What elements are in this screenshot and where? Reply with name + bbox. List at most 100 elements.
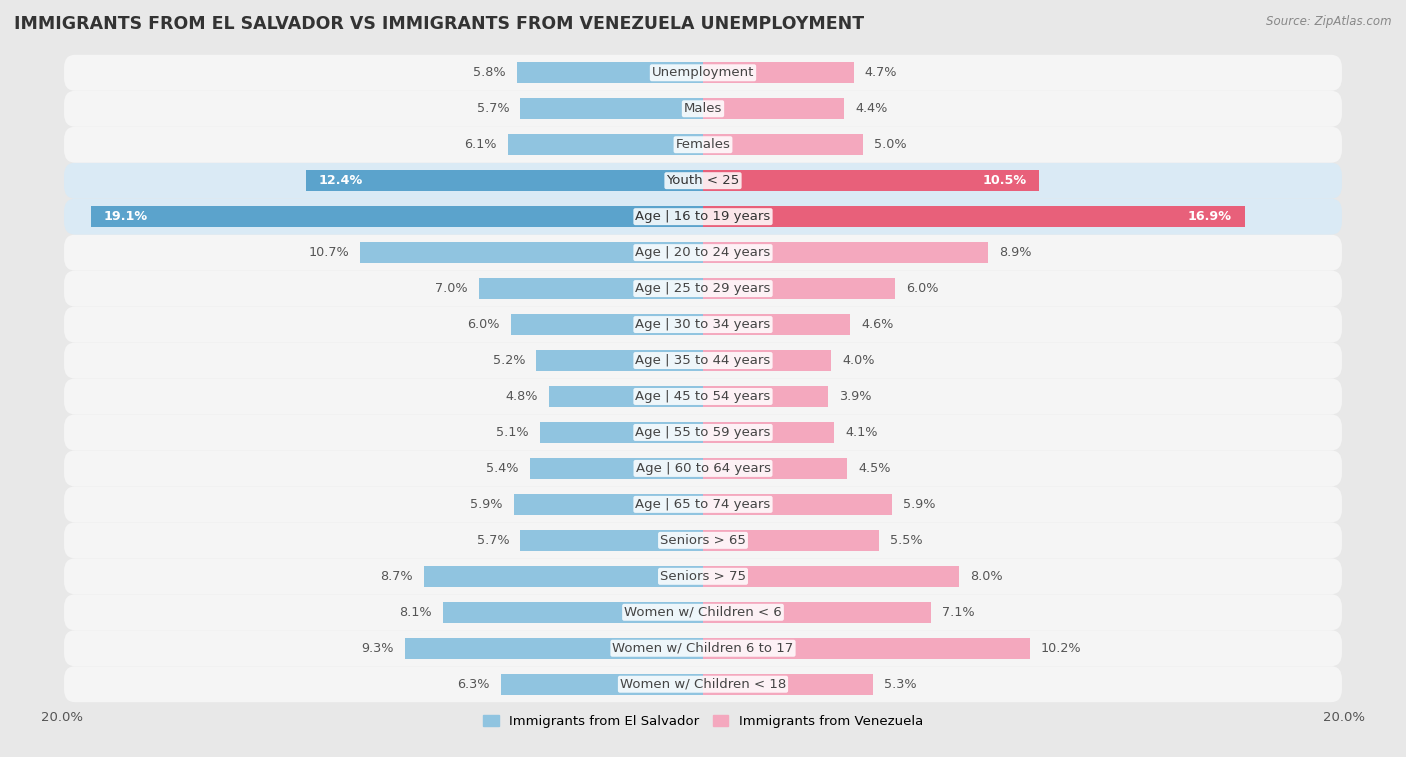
Bar xyxy=(703,62,853,83)
Text: 12.4%: 12.4% xyxy=(319,174,363,187)
FancyBboxPatch shape xyxy=(65,91,1341,126)
Text: 5.4%: 5.4% xyxy=(486,462,519,475)
Text: 6.1%: 6.1% xyxy=(464,139,496,151)
Text: 19.1%: 19.1% xyxy=(104,210,148,223)
Bar xyxy=(515,494,703,515)
Text: 4.0%: 4.0% xyxy=(842,354,875,367)
Bar xyxy=(517,62,703,83)
FancyBboxPatch shape xyxy=(65,522,1341,559)
Text: 4.4%: 4.4% xyxy=(855,102,887,115)
Bar xyxy=(520,98,703,119)
FancyBboxPatch shape xyxy=(65,666,1341,702)
Text: Source: ZipAtlas.com: Source: ZipAtlas.com xyxy=(1267,15,1392,28)
Text: Seniors > 75: Seniors > 75 xyxy=(659,570,747,583)
Text: 10.7%: 10.7% xyxy=(308,246,349,259)
Text: 7.1%: 7.1% xyxy=(942,606,974,618)
Text: 8.0%: 8.0% xyxy=(970,570,1004,583)
Bar xyxy=(703,602,931,623)
Legend: Immigrants from El Salvador, Immigrants from Venezuela: Immigrants from El Salvador, Immigrants … xyxy=(478,709,928,734)
Bar xyxy=(360,242,703,263)
Bar xyxy=(703,530,879,551)
Text: 6.0%: 6.0% xyxy=(467,318,499,331)
Text: Age | 30 to 34 years: Age | 30 to 34 years xyxy=(636,318,770,331)
FancyBboxPatch shape xyxy=(65,450,1341,487)
FancyBboxPatch shape xyxy=(65,235,1341,270)
Text: 5.5%: 5.5% xyxy=(890,534,924,547)
Text: Women w/ Children < 6: Women w/ Children < 6 xyxy=(624,606,782,618)
Text: 8.1%: 8.1% xyxy=(399,606,432,618)
FancyBboxPatch shape xyxy=(65,631,1341,666)
Text: 6.0%: 6.0% xyxy=(907,282,939,295)
Text: 9.3%: 9.3% xyxy=(361,642,394,655)
Bar xyxy=(703,278,896,299)
Text: 5.7%: 5.7% xyxy=(477,534,509,547)
Bar xyxy=(478,278,703,299)
Bar xyxy=(703,350,831,371)
FancyBboxPatch shape xyxy=(65,378,1341,415)
Text: 4.5%: 4.5% xyxy=(859,462,891,475)
Bar xyxy=(703,674,873,695)
Text: Females: Females xyxy=(675,139,731,151)
Text: 4.7%: 4.7% xyxy=(865,67,897,79)
Text: 10.5%: 10.5% xyxy=(983,174,1026,187)
Text: 5.9%: 5.9% xyxy=(470,498,503,511)
Bar xyxy=(508,134,703,155)
Text: Age | 65 to 74 years: Age | 65 to 74 years xyxy=(636,498,770,511)
Bar xyxy=(405,638,703,659)
FancyBboxPatch shape xyxy=(65,126,1341,163)
Text: 6.3%: 6.3% xyxy=(457,678,489,690)
Bar xyxy=(520,530,703,551)
Bar xyxy=(703,386,828,407)
Text: Age | 16 to 19 years: Age | 16 to 19 years xyxy=(636,210,770,223)
Text: Unemployment: Unemployment xyxy=(652,67,754,79)
Text: 5.1%: 5.1% xyxy=(496,426,529,439)
Text: 5.3%: 5.3% xyxy=(884,678,917,690)
Text: 3.9%: 3.9% xyxy=(839,390,872,403)
Bar xyxy=(703,638,1029,659)
FancyBboxPatch shape xyxy=(65,487,1341,522)
Bar xyxy=(540,422,703,443)
Bar xyxy=(703,134,863,155)
Text: 5.0%: 5.0% xyxy=(875,139,907,151)
FancyBboxPatch shape xyxy=(65,342,1341,378)
Text: 16.9%: 16.9% xyxy=(1188,210,1232,223)
Text: 5.7%: 5.7% xyxy=(477,102,509,115)
Text: Women w/ Children 6 to 17: Women w/ Children 6 to 17 xyxy=(613,642,793,655)
Bar xyxy=(443,602,703,623)
Text: 4.1%: 4.1% xyxy=(845,426,879,439)
Text: 5.2%: 5.2% xyxy=(492,354,526,367)
Bar xyxy=(425,566,703,587)
Text: Seniors > 65: Seniors > 65 xyxy=(659,534,747,547)
FancyBboxPatch shape xyxy=(65,163,1341,198)
Bar xyxy=(703,206,1244,227)
Bar xyxy=(703,98,844,119)
FancyBboxPatch shape xyxy=(65,270,1341,307)
Text: 5.9%: 5.9% xyxy=(903,498,936,511)
Bar xyxy=(501,674,703,695)
Text: Age | 45 to 54 years: Age | 45 to 54 years xyxy=(636,390,770,403)
FancyBboxPatch shape xyxy=(65,307,1341,342)
Bar xyxy=(703,242,988,263)
Text: Age | 55 to 59 years: Age | 55 to 59 years xyxy=(636,426,770,439)
Text: Women w/ Children < 18: Women w/ Children < 18 xyxy=(620,678,786,690)
Text: 10.2%: 10.2% xyxy=(1040,642,1081,655)
Text: Youth < 25: Youth < 25 xyxy=(666,174,740,187)
Text: Age | 20 to 24 years: Age | 20 to 24 years xyxy=(636,246,770,259)
Bar xyxy=(703,170,1039,191)
Text: 5.8%: 5.8% xyxy=(474,67,506,79)
FancyBboxPatch shape xyxy=(65,198,1341,235)
Bar xyxy=(536,350,703,371)
Text: Males: Males xyxy=(683,102,723,115)
Text: 7.0%: 7.0% xyxy=(434,282,467,295)
Bar xyxy=(305,170,703,191)
Text: 4.8%: 4.8% xyxy=(506,390,538,403)
Bar xyxy=(91,206,703,227)
Bar xyxy=(703,314,851,335)
Text: Age | 35 to 44 years: Age | 35 to 44 years xyxy=(636,354,770,367)
Bar xyxy=(530,458,703,479)
Text: Age | 25 to 29 years: Age | 25 to 29 years xyxy=(636,282,770,295)
Text: IMMIGRANTS FROM EL SALVADOR VS IMMIGRANTS FROM VENEZUELA UNEMPLOYMENT: IMMIGRANTS FROM EL SALVADOR VS IMMIGRANT… xyxy=(14,15,865,33)
Text: 8.9%: 8.9% xyxy=(1000,246,1032,259)
Text: Age | 60 to 64 years: Age | 60 to 64 years xyxy=(636,462,770,475)
Bar xyxy=(550,386,703,407)
